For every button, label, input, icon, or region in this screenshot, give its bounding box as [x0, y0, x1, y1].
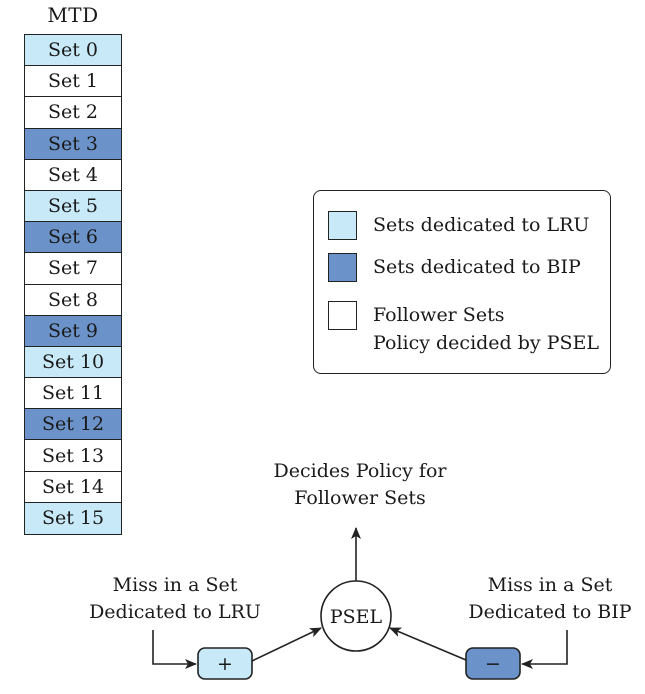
set-cell: Set 13: [25, 440, 121, 472]
legend-follower-label: Follower Sets Policy decided by PSEL: [373, 301, 599, 357]
decides-line1: Decides Policy for: [273, 460, 447, 482]
decrement-box: [465, 647, 521, 680]
set-cell: Set 12: [25, 409, 121, 441]
set-cell: Set 2: [25, 97, 121, 129]
miss-bip-line2: Dedicated to BIP: [468, 601, 632, 623]
legend-item-lru: Sets dedicated to LRU: [328, 211, 589, 240]
legend-bip-label: Sets dedicated to BIP: [373, 256, 581, 278]
set-cell: Set 3: [25, 128, 121, 160]
legend-item-follower: Follower Sets Policy decided by PSEL: [328, 301, 599, 357]
increment-box: [197, 647, 253, 680]
set-cell: Set 4: [25, 159, 121, 191]
set-cell: Set 10: [25, 346, 121, 379]
miss-lru-line2: Dedicated to LRU: [89, 601, 261, 623]
plus-to-psel-arrow: [251, 627, 322, 662]
bip-swatch: [328, 253, 357, 282]
miss-lru-label: Miss in a Set Dedicated to LRU: [80, 572, 270, 626]
decides-line2: Follower Sets: [294, 487, 426, 509]
set-cell: Set 7: [25, 253, 121, 285]
miss-bip-line1: Miss in a Set: [487, 574, 613, 596]
set-cell: Set 8: [25, 284, 121, 316]
lru-swatch: [328, 211, 357, 240]
legend: Sets dedicated to LRU Sets dedicated to …: [313, 190, 611, 374]
follower-swatch: [328, 301, 357, 330]
miss-bip-arrow: [521, 630, 568, 669]
mtd-title: MTD: [47, 3, 99, 27]
mtd-table: Set 0 Set 1 Set 2 Set 3 Set 4 Set 5 Set 6 Set 7…: [24, 34, 122, 535]
minus-sign: −: [485, 653, 501, 675]
legend-lru-label: Sets dedicated to LRU: [373, 214, 590, 236]
psel-node: [320, 580, 392, 652]
minus-to-psel-arrow: [389, 627, 467, 661]
decides-policy-label: Decides Policy for Follower Sets: [260, 458, 460, 512]
legend-follower-line1: Follower Sets: [373, 304, 505, 326]
legend-item-bip: Sets dedicated to BIP: [328, 253, 581, 282]
set-cell: Set 11: [25, 378, 121, 410]
set-cell: Set 15: [25, 502, 121, 534]
set-cell: Set 9: [25, 315, 121, 347]
set-cell: Set 0: [25, 35, 121, 67]
miss-lru-arrow: [152, 630, 197, 669]
miss-lru-line1: Miss in a Set: [112, 574, 238, 596]
legend-follower-line2: Policy decided by PSEL: [373, 332, 599, 354]
psel-label: PSEL: [330, 606, 383, 628]
set-cell: Set 5: [25, 190, 121, 223]
set-cell: Set 6: [25, 222, 121, 254]
set-cell: Set 14: [25, 471, 121, 503]
miss-bip-label: Miss in a Set Dedicated to BIP: [455, 572, 645, 626]
plus-sign: +: [217, 653, 233, 675]
set-cell: Set 1: [25, 66, 121, 98]
